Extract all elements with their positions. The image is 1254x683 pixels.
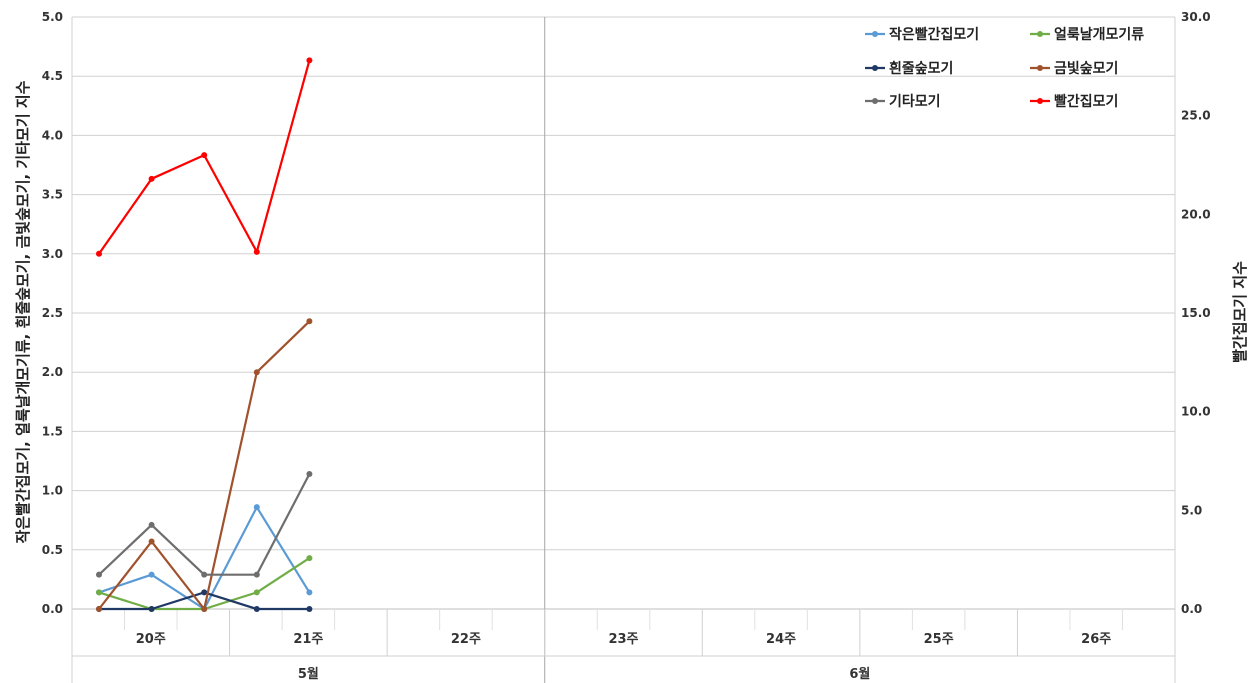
data-point — [96, 571, 102, 578]
week-label: 22주 — [451, 632, 481, 647]
week-label: 24주 — [766, 632, 796, 647]
legend-marker — [1037, 31, 1043, 37]
week-label: 26주 — [1081, 632, 1111, 647]
data-point — [306, 606, 313, 612]
week-label: 23주 — [608, 632, 638, 647]
data-point — [201, 152, 208, 159]
data-point — [96, 606, 102, 612]
y-tick-label: 1.0 — [42, 484, 63, 498]
y2-tick-label: 20.0 — [1181, 207, 1211, 221]
legend-marker — [872, 31, 878, 37]
y-tick-label: 5.0 — [42, 10, 63, 24]
category-axis: 20주 21주 22주 23주 24주 25주 26주 5월 6월 — [71, 609, 1176, 683]
data-point — [201, 589, 208, 596]
y2-axis-title: 빨간집모기 지수 — [1231, 261, 1249, 363]
data-point — [253, 504, 260, 511]
y2-tick-label: 5.0 — [1181, 503, 1202, 517]
series-line — [98, 473, 311, 576]
data-point — [306, 471, 313, 478]
legend-label: 흰줄숲모기 — [889, 60, 953, 77]
data-point — [306, 318, 313, 325]
y-tick-label: 3.0 — [42, 247, 63, 261]
legend-label: 금빛숲모기 — [1054, 61, 1118, 77]
y-tick-label: 2.5 — [42, 306, 63, 320]
data-point — [306, 589, 313, 596]
y-tick-label: 0.0 — [42, 602, 63, 616]
data-point — [306, 57, 313, 64]
series-line — [98, 557, 311, 611]
series-line — [98, 320, 311, 611]
right-axis-ticks: 0.0 5.0 10.0 15.0 20.0 25.0 30.0 — [1181, 10, 1211, 616]
legend-label: 빨간집모기 — [1054, 93, 1118, 110]
data-point — [148, 175, 155, 182]
week-label: 20주 — [136, 632, 166, 647]
gridlines — [71, 16, 1176, 683]
data-point — [148, 538, 155, 545]
y-tick-label: 0.5 — [42, 543, 63, 557]
legend-label: 기타모기 — [889, 94, 941, 110]
data-point — [253, 369, 260, 376]
week-label: 25주 — [924, 632, 954, 647]
legend-marker — [1037, 98, 1043, 104]
data-point — [148, 571, 155, 578]
y-tick-label: 4.5 — [42, 69, 63, 83]
legend-marker — [1037, 65, 1043, 71]
series-lines — [96, 57, 313, 612]
data-point — [306, 555, 313, 562]
y-tick-label: 2.0 — [42, 365, 63, 379]
legend-label: 작은빨간집모기 — [889, 26, 979, 43]
data-point — [96, 589, 102, 596]
data-point — [201, 606, 208, 612]
data-point — [148, 521, 155, 528]
legend-marker — [872, 65, 878, 71]
y2-tick-label: 25.0 — [1181, 109, 1211, 123]
y-tick-label: 3.5 — [42, 188, 63, 202]
data-point — [201, 571, 208, 578]
month-label: 6월 — [849, 666, 870, 682]
data-point — [253, 248, 260, 255]
y2-tick-label: 10.0 — [1181, 405, 1211, 419]
data-point — [253, 589, 260, 596]
legend-marker — [872, 98, 878, 104]
week-label: 21주 — [293, 632, 323, 647]
y-tick-label: 4.0 — [42, 128, 63, 142]
y-tick-label: 1.5 — [42, 424, 63, 438]
y2-tick-label: 0.0 — [1181, 602, 1202, 616]
y2-tick-label: 15.0 — [1181, 306, 1211, 320]
data-point — [253, 606, 260, 612]
data-point — [96, 250, 102, 257]
month-label: 5월 — [298, 666, 319, 682]
data-point — [148, 606, 155, 612]
data-point — [253, 571, 260, 578]
y-axis-title: 작은빨간집모기, 얼룩날개모기류, 흰줄숲모기, 금빛숲모기, 기타모기 지수 — [14, 80, 32, 543]
left-axis-ticks: 0.0 0.5 1.0 1.5 2.0 2.5 3.0 3.5 4.0 4.5 5.0 — [42, 10, 63, 616]
y2-tick-label: 30.0 — [1181, 10, 1211, 24]
legend-label: 얼룩날개모기류 — [1054, 27, 1144, 43]
